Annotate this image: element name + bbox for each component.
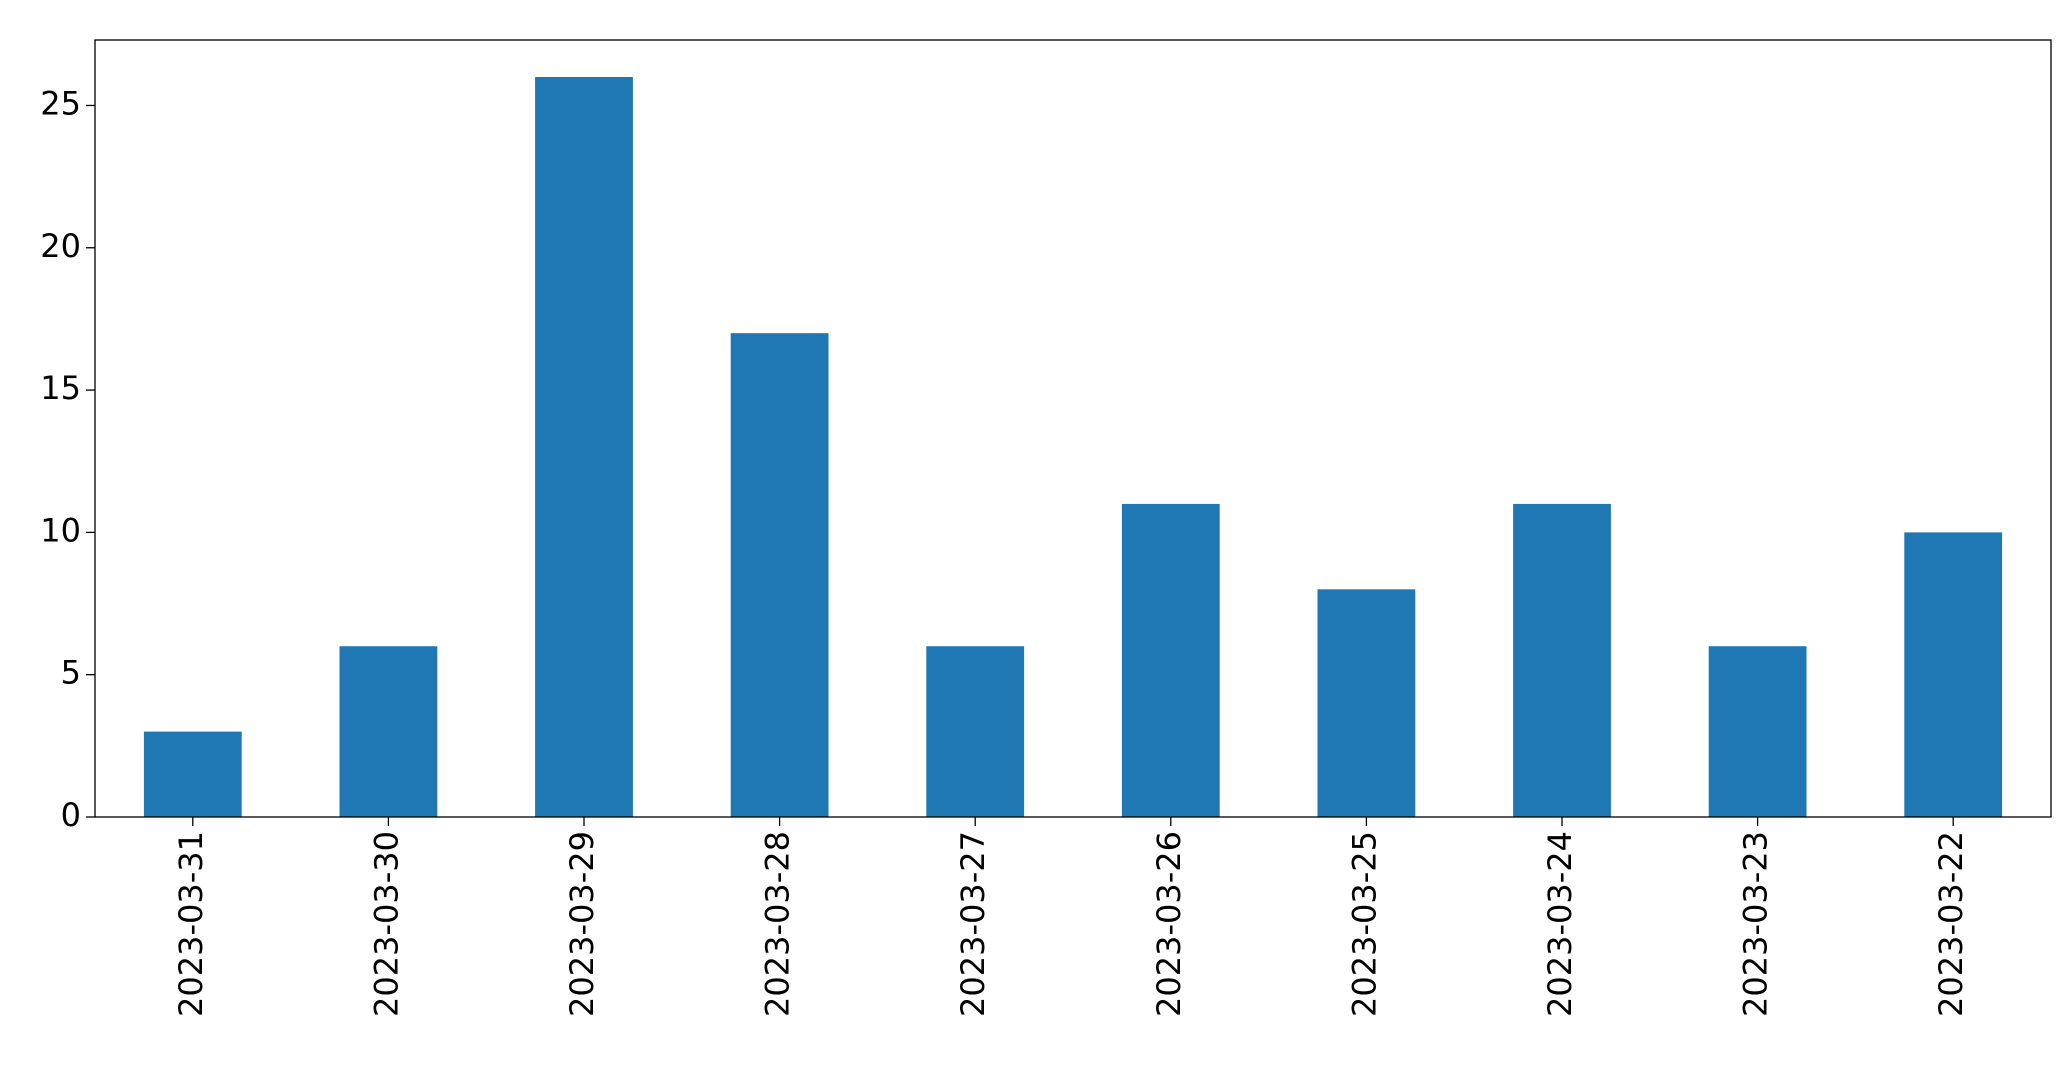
bar	[1904, 532, 2003, 817]
y-tick-label: 15	[40, 369, 81, 407]
y-tick-label: 5	[61, 654, 81, 692]
x-tick-label: 2023-03-29	[563, 831, 601, 1017]
y-tick-label: 20	[40, 227, 81, 265]
y-tick-label: 0	[61, 796, 81, 834]
plot-frame	[94, 39, 2052, 818]
bar	[730, 333, 829, 817]
x-tick-label: 2023-03-25	[1345, 831, 1383, 1017]
y-tick-label: 25	[40, 84, 81, 122]
x-tick-label: 2023-03-31	[172, 831, 210, 1017]
y-tick-label: 10	[40, 511, 81, 549]
x-tick-label: 2023-03-26	[1150, 831, 1188, 1017]
bar	[339, 646, 438, 817]
bar	[926, 646, 1025, 817]
bar	[1513, 503, 1611, 817]
x-tick-label: 2023-03-30	[367, 831, 405, 1017]
x-tick-label: 2023-03-28	[759, 831, 797, 1017]
bar	[1317, 589, 1416, 817]
x-tick-label: 2023-03-27	[954, 831, 992, 1017]
bar	[1708, 646, 1807, 817]
x-tick-label: 2023-03-23	[1737, 831, 1775, 1017]
x-tick-label: 2023-03-24	[1541, 831, 1579, 1017]
x-tick-label: 2023-03-22	[1932, 831, 1970, 1017]
bar	[1121, 503, 1220, 817]
bar	[143, 731, 242, 817]
bar	[535, 77, 633, 817]
